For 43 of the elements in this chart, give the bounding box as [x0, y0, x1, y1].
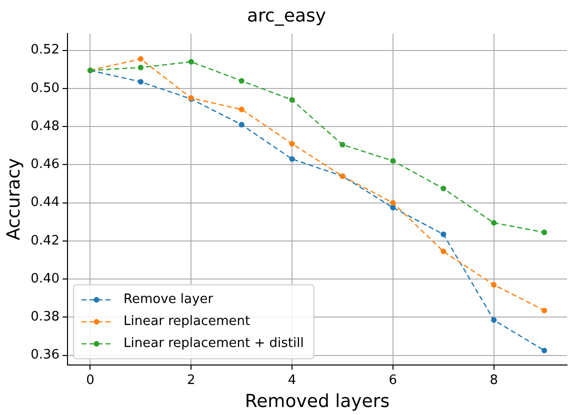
- x-tick-label: 4: [288, 372, 296, 388]
- point: [289, 140, 295, 147]
- point: [289, 156, 295, 162]
- point: [491, 317, 497, 323]
- point: [440, 248, 446, 254]
- legend-label: Remove layer: [124, 292, 214, 308]
- y-tick-label: 0.48: [30, 118, 60, 134]
- point: [491, 282, 497, 288]
- y-tick-label: 0.40: [30, 271, 60, 286]
- legend-label: Linear replacement: [124, 314, 250, 330]
- point: [541, 348, 548, 354]
- y-tick-label: 0.42: [30, 233, 60, 248]
- point: [541, 308, 548, 314]
- x-tick-label: 6: [388, 372, 398, 388]
- point: [238, 78, 244, 84]
- point: [390, 158, 396, 164]
- point: [138, 64, 144, 70]
- point: [491, 220, 497, 226]
- point: [138, 79, 144, 85]
- x-axis-title: Removed layers: [244, 390, 390, 412]
- x-tick-label: 0: [86, 372, 94, 388]
- y-tick-label: 0.36: [30, 348, 60, 363]
- y-tick-label: 0.46: [30, 157, 60, 172]
- legend-label: Linear replacement + distill: [124, 336, 304, 352]
- point: [340, 142, 346, 148]
- point: [138, 56, 144, 62]
- point: [238, 122, 244, 128]
- point: [289, 97, 295, 103]
- point: [238, 106, 244, 112]
- y-tick-label: 0.44: [30, 195, 60, 210]
- point: [188, 59, 194, 65]
- point: [440, 186, 446, 192]
- y-axis-title: Accuracy: [3, 158, 24, 240]
- y-tick-label: 0.38: [30, 310, 60, 325]
- x-tick-label: 8: [490, 372, 498, 388]
- point: [440, 231, 446, 238]
- point: [541, 230, 548, 236]
- y-tick-label: 0.50: [30, 80, 60, 96]
- point: [390, 200, 396, 206]
- x-tick-label: 2: [187, 372, 196, 388]
- y-tick-label: 0.52: [30, 42, 60, 58]
- chart-title: arc_easy: [246, 5, 326, 26]
- point: [390, 204, 396, 210]
